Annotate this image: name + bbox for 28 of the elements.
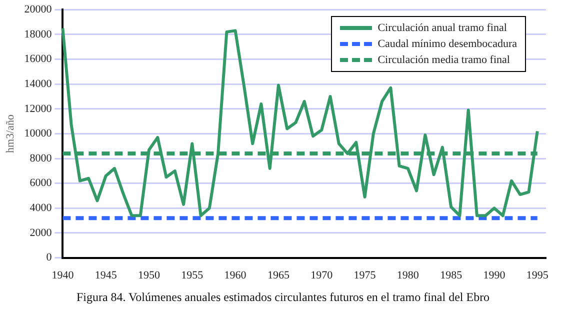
y-tick-label: 10000 [24, 128, 52, 140]
y-tick-label: 8000 [30, 152, 52, 164]
x-tick-label: 1955 [181, 269, 204, 282]
x-tick-label: 1975 [354, 269, 376, 282]
x-tick-label: 1970 [310, 269, 334, 282]
legend-label: Caudal mínimo desembocadura [378, 38, 517, 50]
y-tick-label: 20000 [24, 3, 52, 16]
y-tick-label: 18000 [24, 28, 52, 40]
x-tick-label: 1940 [52, 269, 74, 282]
y-tick-label: 2000 [30, 226, 52, 239]
y-tick-label: 4000 [30, 202, 52, 214]
x-tick-label: 1990 [483, 269, 506, 282]
y-axis-title: hm3/año [4, 114, 16, 153]
y-tick-label: 14000 [24, 78, 52, 90]
y-tick-label: 12000 [24, 102, 52, 115]
y-tick-label: 16000 [24, 53, 52, 66]
text: Figura 84. Volúmenes anuales estimados circulantes futuros en el tramo final del Ebro [75, 290, 491, 305]
y-tick-label: 6000 [30, 177, 52, 190]
legend-label: Circulación anual tramo final [378, 22, 507, 34]
x-tick-label: 1980 [396, 269, 420, 282]
x-tick-label: 1950 [138, 269, 161, 282]
x-tick-label: 1945 [94, 269, 118, 282]
x-tick-label: 1960 [224, 269, 247, 282]
y-tick-label: 0 [46, 252, 52, 264]
x-tick-label: 1965 [267, 269, 290, 282]
x-tick-label: 1995 [526, 269, 549, 282]
x-tick-label: 1985 [440, 269, 463, 282]
legend-label: Circulación media tramo final [378, 54, 510, 66]
